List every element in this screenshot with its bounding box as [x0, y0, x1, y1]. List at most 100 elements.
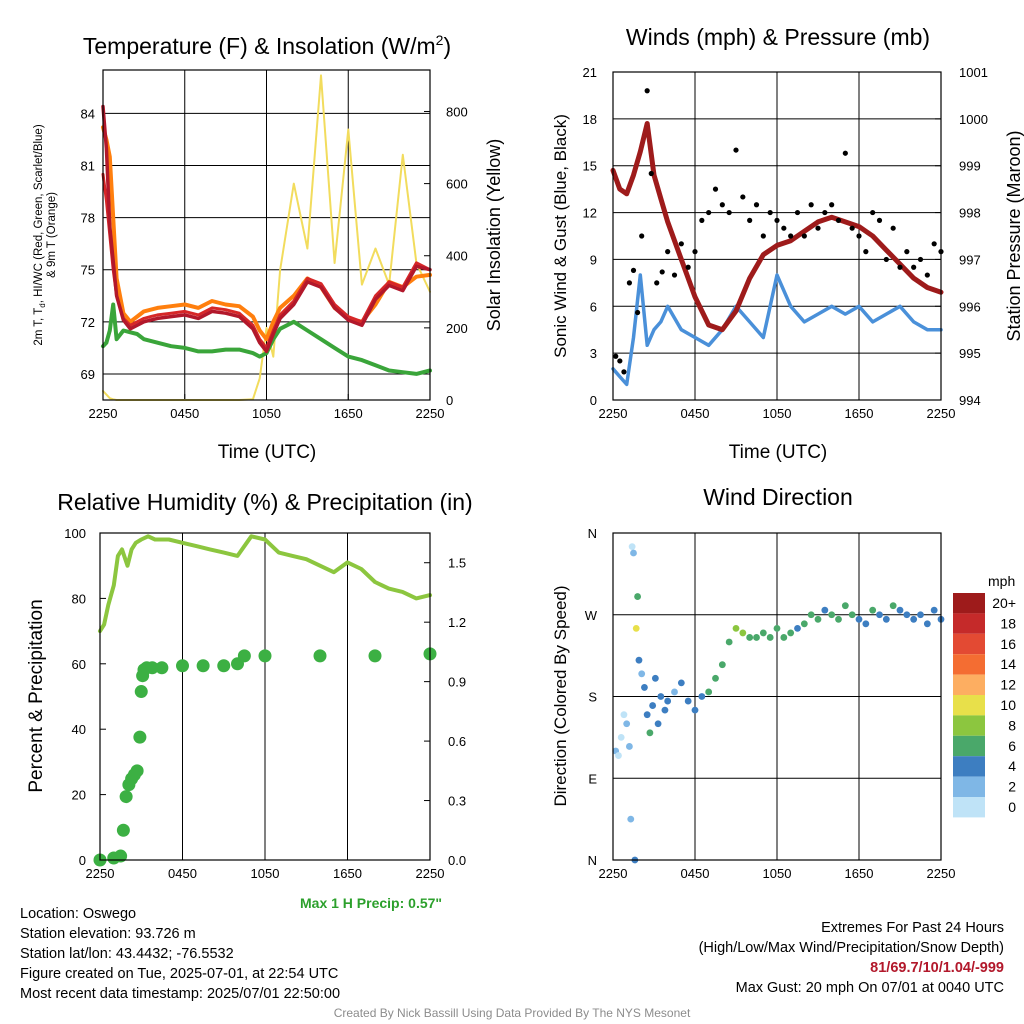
- direction-point: [753, 634, 760, 641]
- y-tick-label: 40: [72, 722, 86, 737]
- direction-point: [677, 679, 685, 687]
- x-tick-label: 2250: [416, 866, 445, 881]
- direction-point: [641, 684, 648, 691]
- gust-point: [617, 358, 623, 364]
- direction-point: [638, 670, 646, 678]
- gust-point: [781, 225, 787, 231]
- y-tick-label: 60: [72, 657, 86, 672]
- gust-point: [835, 217, 842, 223]
- direction-point: [841, 602, 849, 610]
- gust-point: [626, 280, 633, 286]
- plot-frame: [612, 71, 942, 401]
- gust-point: [904, 249, 910, 255]
- x-tick-label: 1050: [252, 406, 281, 421]
- y-tick-label: 69: [81, 367, 95, 382]
- precip-point: [114, 849, 128, 863]
- colorbar-label: 10: [1000, 697, 1016, 713]
- gust-point: [822, 209, 828, 216]
- gust-point: [829, 202, 835, 208]
- y-tick-label: 3: [590, 346, 597, 361]
- gust-point: [706, 209, 712, 216]
- direction-point: [739, 629, 747, 637]
- direction-point: [896, 606, 904, 614]
- direction-point: [923, 620, 931, 628]
- direction-point: [654, 720, 662, 728]
- x-tick-label: 1650: [845, 866, 874, 881]
- colorbar-swatch: [953, 797, 985, 818]
- plot-frame: [102, 69, 431, 401]
- colorbar-label: 12: [1000, 677, 1016, 693]
- y2-tick-label: 1001: [959, 65, 988, 80]
- direction-point: [628, 543, 636, 551]
- winds-y2label: Station Pressure (Maroon): [1004, 130, 1024, 341]
- direction-point: [646, 729, 654, 737]
- gust-point: [726, 209, 732, 216]
- gust-point: [644, 88, 650, 94]
- gust-point: [876, 217, 883, 223]
- precip-point: [134, 685, 148, 699]
- colorbar-swatch: [953, 633, 985, 655]
- colorbar-label: 6: [1008, 738, 1016, 754]
- gust-point: [801, 233, 807, 239]
- x-tick-label: 1650: [845, 406, 874, 421]
- y2-tick-label: 1000: [959, 112, 988, 127]
- precip-point: [145, 661, 159, 675]
- y-tick-label: N: [588, 526, 597, 541]
- y-tick-label: S: [588, 690, 597, 705]
- precip-point: [237, 649, 251, 663]
- gust-point: [740, 194, 746, 200]
- direction-point: [780, 634, 788, 641]
- gust-point: [678, 241, 684, 247]
- gust-point: [890, 225, 896, 231]
- station-elevation: Station elevation: 93.726 m: [20, 926, 196, 942]
- colorbar-label: 8: [1008, 717, 1016, 733]
- colorbar-swatch: [953, 776, 985, 797]
- direction-point: [889, 602, 897, 610]
- x-tick-label: 2250: [599, 406, 628, 421]
- precip-point: [258, 649, 272, 663]
- gust-point: [692, 249, 698, 255]
- direction-point: [787, 629, 795, 637]
- gust-point: [639, 233, 645, 239]
- gust-point: [767, 209, 773, 216]
- gust-point: [671, 272, 678, 278]
- y-tick-label: N: [588, 853, 597, 868]
- direction-point: [855, 615, 863, 623]
- y-tick-label: 100: [64, 526, 86, 541]
- y2-tick-label: 1.5: [448, 556, 466, 571]
- x-tick-label: 2250: [927, 866, 956, 881]
- direction-point: [917, 611, 924, 619]
- precip-point: [116, 823, 130, 837]
- colorbar-label: 16: [1000, 636, 1016, 652]
- precip-point: [130, 764, 144, 778]
- gust-point: [719, 202, 725, 208]
- y2-tick-label: 997: [959, 252, 981, 267]
- gust-point: [699, 217, 705, 223]
- direction-point: [814, 615, 822, 623]
- winds-title: Winds (mph) & Pressure (mb): [626, 24, 930, 50]
- direction-point: [807, 611, 815, 619]
- y-tick-label: 6: [590, 299, 597, 314]
- max-gust: Max Gust: 20 mph On 07/01 at 0040 UTC: [735, 980, 1004, 996]
- direction-point: [632, 624, 640, 632]
- y2-tick-label: 994: [959, 393, 981, 408]
- station-latlon: Station lat/lon: 43.4432; -76.5532: [20, 946, 234, 962]
- colorbar-swatch: [953, 654, 985, 675]
- direction-point: [732, 624, 740, 632]
- x-tick-label: 0450: [681, 866, 710, 881]
- series-line-relative-humidity: [98, 534, 432, 634]
- y-tick-label: E: [588, 771, 597, 786]
- precip-point: [155, 661, 169, 675]
- precip-point: [176, 659, 189, 673]
- precip-point: [217, 659, 231, 673]
- direction-point: [671, 688, 678, 696]
- gust-point: [648, 170, 654, 177]
- y2-tick-label: 400: [446, 249, 468, 264]
- direction-point: [651, 674, 659, 682]
- colorbar-label: 18: [1000, 615, 1016, 631]
- x-tick-label: 2250: [599, 866, 628, 881]
- direction-point: [759, 629, 767, 637]
- y-tick-label: 15: [583, 159, 597, 174]
